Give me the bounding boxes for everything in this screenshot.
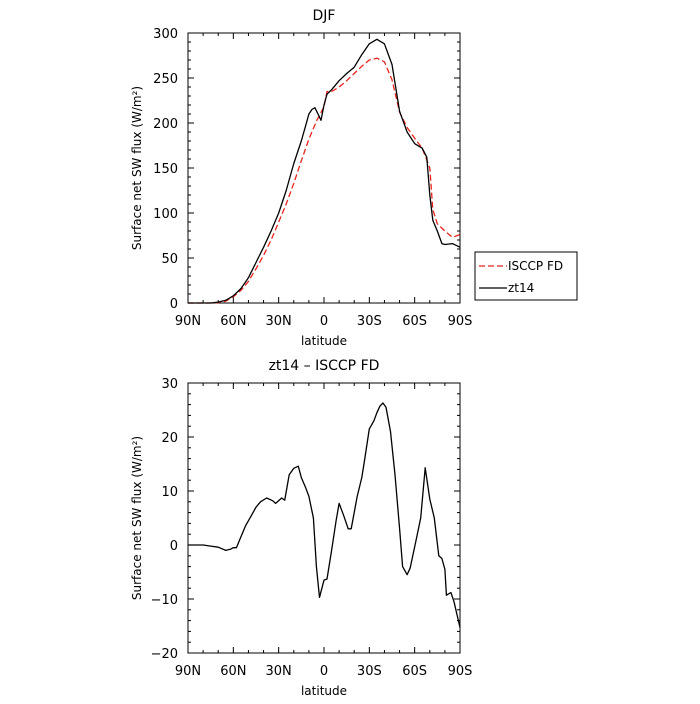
bottom-x-tick-label: 90S xyxy=(448,664,473,679)
bottom-y-tick-label: 30 xyxy=(161,377,178,392)
top-y-tick-label: 250 xyxy=(153,72,178,87)
top-x-tick-label: 90N xyxy=(175,314,201,329)
bottom-y-tick-label: −20 xyxy=(151,647,178,662)
bottom-x-tick-label: 60N xyxy=(220,664,246,679)
bottom-x-tick-label: 30S xyxy=(357,664,382,679)
bottom-y-tick-label: −10 xyxy=(151,593,178,608)
top-x-tick-label: 60N xyxy=(220,314,246,329)
top-y-tick-label: 100 xyxy=(153,207,178,222)
top-chart-title: DJF xyxy=(313,8,336,24)
top-x-tick-label: 30S xyxy=(357,314,382,329)
bottom-series-line-0 xyxy=(188,402,461,628)
top-series-line-1 xyxy=(188,38,461,304)
top-x-tick-label: 30N xyxy=(266,314,292,329)
top-x-tick-label: 60S xyxy=(402,314,427,329)
top-x-tick-label: 90S xyxy=(448,314,473,329)
top-y-tick-label: 50 xyxy=(161,252,178,267)
bottom-x-tick-label: 60S xyxy=(402,664,427,679)
top-x-axis-label: latitude xyxy=(301,334,347,348)
bottom-y-tick-label: 10 xyxy=(161,485,178,500)
top-y-tick-label: 200 xyxy=(153,117,178,132)
bottom-y-tick-label: 20 xyxy=(161,431,178,446)
bottom-x-tick-label: 0 xyxy=(320,664,328,679)
top-x-tick-label: 0 xyxy=(320,314,328,329)
legend-box xyxy=(474,251,578,301)
legend-label-1: zt14 xyxy=(508,281,534,295)
top-y-axis-label: Surface net SW flux (W/m²) xyxy=(130,86,144,250)
bottom-plot-frame xyxy=(187,382,461,654)
top-plot-frame xyxy=(187,32,461,304)
top-y-tick-label: 150 xyxy=(153,162,178,177)
top-y-tick-label: 0 xyxy=(170,297,178,312)
bottom-x-axis-label: latitude xyxy=(301,684,347,698)
legend-label-0: ISCCP FD xyxy=(508,259,563,273)
bottom-y-tick-label: 0 xyxy=(170,539,178,554)
bottom-x-tick-label: 30N xyxy=(266,664,292,679)
bottom-chart-title: zt14 – ISCCP FD xyxy=(269,358,380,374)
bottom-x-tick-label: 90N xyxy=(175,664,201,679)
bottom-y-axis-label: Surface net SW flux (W/m²) xyxy=(130,436,144,600)
top-y-tick-label: 300 xyxy=(153,27,178,42)
top-series-line-0 xyxy=(188,57,461,304)
